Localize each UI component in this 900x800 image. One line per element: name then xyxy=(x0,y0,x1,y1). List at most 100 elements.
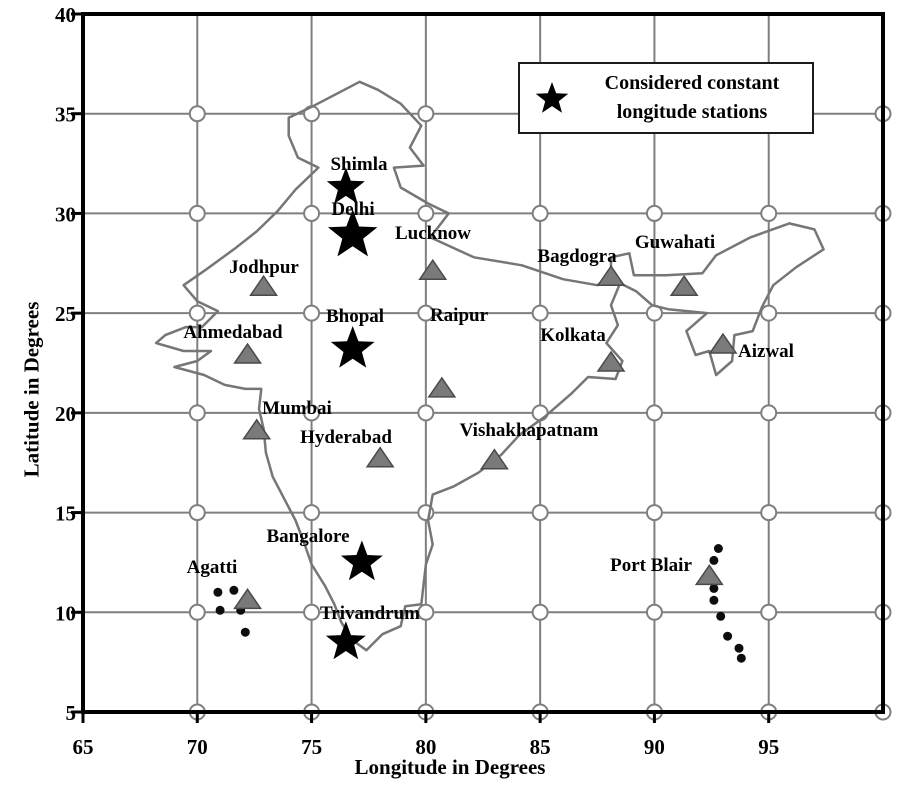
grid-node-75-20 xyxy=(303,404,321,422)
station-delhi: Delhi xyxy=(328,199,378,257)
star-marker-bhopal xyxy=(330,326,375,368)
y-tick-label-20: 20 xyxy=(55,402,76,426)
grid-node-85-30 xyxy=(531,204,549,222)
grid-node-70-35 xyxy=(188,105,206,123)
triangle-marker-port-blair xyxy=(694,564,724,586)
station-jodhpur: Jodhpur xyxy=(229,257,299,296)
station-bagdogra: Bagdogra xyxy=(537,246,626,286)
star-marker-shimla xyxy=(326,167,365,204)
grid-node-70-20 xyxy=(188,404,206,422)
triangle-marker-lucknow xyxy=(418,258,448,281)
y-tick-label-35: 35 xyxy=(55,103,76,127)
island-dot-5 xyxy=(713,544,723,553)
station-label-bagdogra: Bagdogra xyxy=(537,246,617,267)
triangle-marker-hyderabad xyxy=(365,446,395,468)
grid-node-90-10 xyxy=(645,603,663,621)
station-trivandrum: Trivandrum xyxy=(320,603,420,660)
india-outline xyxy=(154,80,825,652)
star-marker-bangalore xyxy=(340,540,383,581)
island-dot-9 xyxy=(716,611,726,621)
grid-node-80-25 xyxy=(417,304,435,322)
y-tick-label-15: 15 xyxy=(55,502,76,526)
island-dot-12 xyxy=(736,653,746,663)
grid-node-75-30 xyxy=(303,204,321,222)
y-tick-label-10: 10 xyxy=(55,601,76,625)
plot-frame xyxy=(81,12,885,714)
station-label-bhopal: Bhopal xyxy=(326,306,384,327)
station-vishakhapatnam: Vishakhapatnam xyxy=(460,420,599,470)
station-guwahati: Guwahati xyxy=(635,232,715,296)
grid-node-70-30 xyxy=(188,204,206,222)
station-label-raipur: Raipur xyxy=(430,305,489,326)
grid-node-90-20 xyxy=(645,404,663,422)
grid-node-90-15 xyxy=(645,504,663,522)
grid-node-95-20 xyxy=(760,404,778,422)
x-tick-label-85: 85 xyxy=(530,735,551,759)
legend-line-2: longitude stations xyxy=(616,101,768,123)
grid-node-85-20 xyxy=(531,404,549,422)
grid-node-70-10 xyxy=(188,603,206,621)
station-bangalore: Bangalore xyxy=(266,526,383,581)
island-dot-10 xyxy=(723,631,733,641)
triangle-marker-bagdogra xyxy=(596,264,626,286)
y-tick-label-30: 30 xyxy=(55,202,76,226)
x-tick-label-75: 75 xyxy=(301,735,322,759)
grid-node-85-10 xyxy=(531,603,549,621)
station-label-jodhpur: Jodhpur xyxy=(229,257,299,278)
triangle-marker-kolkata xyxy=(596,350,626,372)
grid-node-70-25 xyxy=(188,304,206,322)
grid-node-75-25 xyxy=(303,304,321,322)
y-tick-label-25: 25 xyxy=(55,302,76,326)
grid-node-75-10 xyxy=(303,603,321,621)
x-tick-label-70: 70 xyxy=(187,735,208,759)
grid-node-75-15 xyxy=(303,504,321,522)
grid-node-80-20 xyxy=(417,404,435,422)
x-tick-label-90: 90 xyxy=(644,735,665,759)
x-tick-label-65: 65 xyxy=(73,735,94,759)
station-hyderabad: Hyderabad xyxy=(300,427,395,468)
station-label-hyderabad: Hyderabad xyxy=(300,427,392,448)
station-label-agatti: Agatti xyxy=(187,557,238,578)
triangle-marker-jodhpur xyxy=(249,274,278,296)
station-label-aizwal: Aizwal xyxy=(738,341,794,362)
triangle-marker-raipur xyxy=(427,376,457,398)
grid-node-95-30 xyxy=(760,204,778,222)
x-axis-title: Longitude in Degrees xyxy=(354,755,546,779)
star-marker-delhi xyxy=(328,209,378,257)
island-dot-4 xyxy=(240,627,250,637)
triangle-marker-aizwal xyxy=(708,332,738,354)
station-label-shimla: Shimla xyxy=(330,154,388,175)
station-label-lucknow: Lucknow xyxy=(395,223,471,244)
triangle-marker-vishakhapatnam xyxy=(480,448,509,470)
station-mumbai: Mumbai xyxy=(242,398,332,440)
station-label-ahmedabad: Ahmedabad xyxy=(183,322,283,343)
station-label-trivandrum: Trivandrum xyxy=(320,603,420,624)
legend-star-shape xyxy=(535,82,569,113)
legend: Considered constant longitude stations xyxy=(518,62,814,134)
y-tick-label-40: 40 xyxy=(55,3,76,27)
island-dot-7 xyxy=(709,583,719,593)
island-dot-8 xyxy=(709,595,719,605)
legend-star-icon xyxy=(535,82,569,113)
legend-text: Considered constant longitude stations xyxy=(572,69,812,127)
grid-node-70-15 xyxy=(188,504,206,522)
station-port-blair: Port Blair xyxy=(610,555,724,586)
station-label-bangalore: Bangalore xyxy=(266,526,349,547)
station-label-delhi: Delhi xyxy=(331,199,374,220)
y-axis-title: Latitude in Degrees xyxy=(19,301,44,478)
station-kolkata: Kolkata xyxy=(540,325,626,372)
grid-node-80-30 xyxy=(417,204,435,222)
y-tick-label-5: 5 xyxy=(66,701,77,725)
grid-node-80-35 xyxy=(417,105,435,123)
grid-node-90-30 xyxy=(645,204,663,222)
grid-node-95-25 xyxy=(760,304,778,322)
island-dot-2 xyxy=(215,605,225,615)
grid-node-85-25 xyxy=(531,304,549,322)
triangle-marker-ahmedabad xyxy=(233,342,262,364)
station-lucknow: Lucknow xyxy=(395,223,471,281)
star-marker-trivandrum xyxy=(325,621,366,660)
grid-node-80-10 xyxy=(417,603,435,621)
triangle-marker-mumbai xyxy=(242,418,272,440)
triangle-marker-guwahati xyxy=(669,274,699,296)
island-dot-1 xyxy=(229,585,239,595)
